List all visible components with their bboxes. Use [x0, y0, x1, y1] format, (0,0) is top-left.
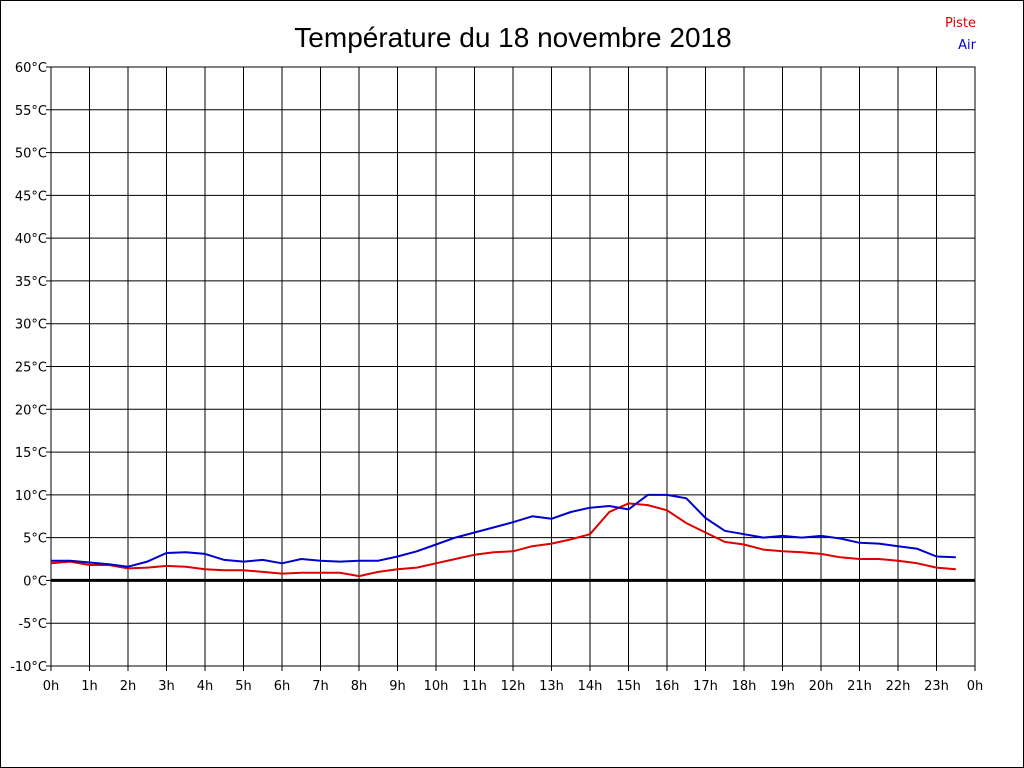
- x-tick-label: 13h: [539, 679, 564, 694]
- y-axis-ticks: -10°C -5°C 0°C 5°C 10°C 15°C 20°C 25°C 30°C 35°C 4…: [10, 61, 51, 675]
- legend: Piste Air: [945, 16, 977, 53]
- y-tick-label: 20°C: [15, 403, 47, 418]
- y-tick-label: 60°C: [15, 61, 47, 76]
- x-tick-label: 17h: [693, 679, 718, 694]
- chart-title: Température du 18 novembre 2018: [294, 22, 731, 53]
- y-tick-label: 0°C: [23, 574, 47, 589]
- x-tick-label: 11h: [462, 679, 487, 694]
- y-tick-label: -10°C: [10, 660, 47, 675]
- x-tick-label: 6h: [274, 679, 291, 694]
- y-tick-label: 40°C: [15, 232, 47, 247]
- x-tick-label: 0h: [43, 679, 60, 694]
- legend-entry-air: Air: [958, 38, 977, 53]
- series-line-air: [51, 493, 956, 568]
- y-tick-label: 45°C: [15, 189, 47, 204]
- x-tick-label: 14h: [578, 679, 603, 694]
- x-tick-label: 10h: [424, 679, 449, 694]
- x-tick-label: 1h: [81, 679, 98, 694]
- x-tick-label: 0h: [967, 679, 984, 694]
- x-tick-label: 8h: [351, 679, 368, 694]
- y-tick-label: 5°C: [23, 532, 47, 547]
- y-tick-label: 35°C: [15, 275, 47, 290]
- y-tick-label: -5°C: [18, 617, 47, 632]
- x-tick-label: 23h: [924, 679, 949, 694]
- series-group: [50, 493, 956, 578]
- x-tick-label: 15h: [616, 679, 641, 694]
- y-tick-label: 25°C: [15, 361, 47, 376]
- x-tick-label: 20h: [809, 679, 834, 694]
- x-tick-label: 5h: [235, 679, 252, 694]
- x-axis-ticks: 0h 1h 2h 3h 4h 5h 6h 7h 8h 9h 10h 11h 12h 13h 14h 15h 16…: [43, 666, 984, 694]
- y-tick-label: 50°C: [15, 147, 47, 162]
- x-tick-label: 18h: [732, 679, 757, 694]
- y-tick-label: 15°C: [15, 446, 47, 461]
- x-tick-label: 16h: [655, 679, 680, 694]
- x-tick-label: 21h: [847, 679, 872, 694]
- grid: [50, 66, 976, 667]
- x-tick-label: 22h: [886, 679, 911, 694]
- x-tick-label: 7h: [312, 679, 329, 694]
- x-tick-label: 2h: [120, 679, 137, 694]
- y-tick-label: 30°C: [15, 318, 47, 333]
- x-tick-label: 3h: [158, 679, 175, 694]
- x-tick-label: 19h: [770, 679, 795, 694]
- x-tick-label: 12h: [501, 679, 526, 694]
- x-tick-label: 9h: [389, 679, 406, 694]
- y-tick-label: 55°C: [15, 104, 47, 119]
- y-tick-label: 10°C: [15, 489, 47, 504]
- series-line-piste: [50, 502, 956, 578]
- x-tick-label: 4h: [197, 679, 214, 694]
- legend-entry-piste: Piste: [945, 16, 976, 31]
